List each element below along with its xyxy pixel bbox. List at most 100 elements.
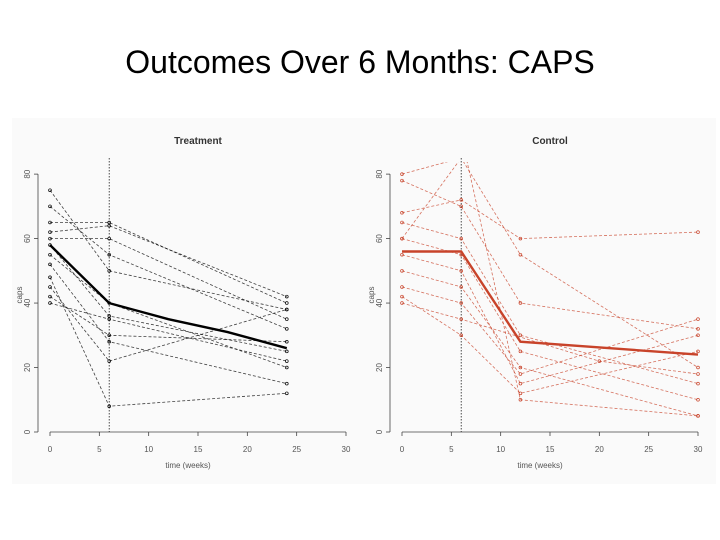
control-y-tick-label: 0 xyxy=(375,429,384,434)
control-chart: Control 0 5 10 15 20 25 30 0 20 40 60 80 time (weeks)… xyxy=(367,134,703,470)
control-series-point xyxy=(400,252,404,257)
control-series-point xyxy=(518,381,523,386)
control-chart-title: Control xyxy=(532,136,568,147)
control-series-point xyxy=(696,372,700,376)
treatment-series-line xyxy=(50,222,287,304)
control-y-tick-label: 80 xyxy=(375,169,384,178)
treatment-series-point xyxy=(285,317,289,321)
treatment-x-tick-label: 25 xyxy=(292,445,301,454)
treatment-series-point xyxy=(48,236,52,241)
control-series-line xyxy=(401,270,699,417)
treatment-series-point xyxy=(285,307,289,312)
control-series-group xyxy=(400,134,700,418)
control-panel: Control 0 5 10 15 20 25 30 0 20 40 60 80 time (weeks)… xyxy=(364,118,716,484)
treatment-series-line xyxy=(49,302,287,362)
control-y-tick-label: 20 xyxy=(375,363,384,372)
control-series-line xyxy=(401,180,699,330)
control-series-point xyxy=(459,204,463,209)
treatment-mean-line xyxy=(49,244,288,350)
control-series-point xyxy=(696,398,700,402)
control-series-point xyxy=(518,333,523,338)
treatment-series-point xyxy=(48,188,52,192)
slide-title: Outcomes Over 6 Months: CAPS xyxy=(125,44,595,80)
control-series-line xyxy=(401,238,699,401)
treatment-x-axis-label: time (weeks) xyxy=(165,461,211,470)
treatment-series-point xyxy=(285,301,289,305)
control-series-point xyxy=(459,269,463,273)
treatment-y-tick-label: 0 xyxy=(23,429,32,434)
treatment-series-point xyxy=(285,294,289,299)
control-series-point xyxy=(696,333,700,338)
treatment-series-group xyxy=(48,188,289,408)
treatment-series-point xyxy=(107,359,111,363)
treatment-series-point xyxy=(107,333,111,338)
control-series-point xyxy=(696,317,700,321)
treatment-series-line xyxy=(49,296,287,343)
control-series-point xyxy=(696,349,700,354)
control-series-point xyxy=(400,211,404,215)
treatment-series-point xyxy=(107,223,111,228)
control-series-point xyxy=(518,252,523,257)
control-series-line xyxy=(401,162,699,368)
control-y-tick-label: 60 xyxy=(375,234,384,243)
control-series-line xyxy=(466,162,699,417)
control-series-line xyxy=(401,254,699,385)
control-mean-line xyxy=(402,250,699,356)
control-series-point xyxy=(518,372,523,376)
treatment-series-line xyxy=(49,254,287,368)
treatment-x-tick-label: 5 xyxy=(97,445,102,454)
treatment-series-line xyxy=(49,277,287,407)
control-series-point xyxy=(459,236,463,241)
treatment-x-tick-label: 10 xyxy=(144,445,153,454)
control-series-point xyxy=(401,140,404,143)
treatment-y-tick-label: 60 xyxy=(23,234,32,243)
control-x-tick-label: 10 xyxy=(496,445,505,454)
treatment-series-point xyxy=(107,220,111,225)
control-series-point xyxy=(400,269,404,273)
treatment-series-point xyxy=(48,230,52,234)
treatment-y-axis-label: caps xyxy=(15,287,24,304)
treatment-y-tick-label: 80 xyxy=(23,169,32,178)
control-series-line xyxy=(401,296,699,394)
treatment-series-point xyxy=(285,381,289,386)
control-series-point xyxy=(696,414,700,418)
control-series-point xyxy=(459,333,463,338)
control-series-point xyxy=(400,220,404,225)
control-series-point xyxy=(400,236,404,241)
treatment-series-point xyxy=(107,314,111,318)
treatment-series-line xyxy=(49,244,287,352)
control-series-point xyxy=(400,285,404,289)
treatment-panel: Treatment 0 5 10 15 20 25 30 0 20 40 60 80 time (week… xyxy=(12,118,364,484)
treatment-x-tick-label: 20 xyxy=(243,445,252,454)
control-x-tick-label: 20 xyxy=(595,445,604,454)
control-x-tick-label: 30 xyxy=(694,445,703,454)
control-series-line xyxy=(401,199,699,240)
control-x-tick-label: 0 xyxy=(400,445,405,454)
control-series-point xyxy=(696,327,700,331)
treatment-series-point xyxy=(107,236,111,241)
treatment-series-point xyxy=(107,339,111,344)
treatment-series-point xyxy=(48,262,52,267)
control-series-point xyxy=(459,198,463,202)
control-series-point xyxy=(400,178,404,183)
control-x-tick-label: 5 xyxy=(449,445,454,454)
treatment-chart: Treatment 0 5 10 15 20 25 30 0 20 40 60 80 time (week… xyxy=(15,136,351,470)
treatment-series-line xyxy=(49,286,287,362)
treatment-series-point xyxy=(285,359,289,363)
treatment-series-point xyxy=(107,252,111,257)
treatment-series-point xyxy=(285,365,289,370)
control-series-point xyxy=(597,359,602,363)
treatment-series-point xyxy=(107,317,111,321)
control-y-tick-label: 40 xyxy=(375,298,384,307)
treatment-series-point xyxy=(48,252,52,257)
treatment-series-point xyxy=(285,391,289,396)
treatment-series-point xyxy=(48,301,52,305)
control-series-point xyxy=(518,391,523,396)
control-series-point xyxy=(400,294,404,299)
control-series-point xyxy=(696,365,700,370)
treatment-y-tick-label: 20 xyxy=(23,363,32,372)
treatment-series-line xyxy=(49,206,287,330)
control-series-line xyxy=(401,286,699,375)
control-series-point xyxy=(460,134,463,137)
control-series-point xyxy=(696,230,700,234)
